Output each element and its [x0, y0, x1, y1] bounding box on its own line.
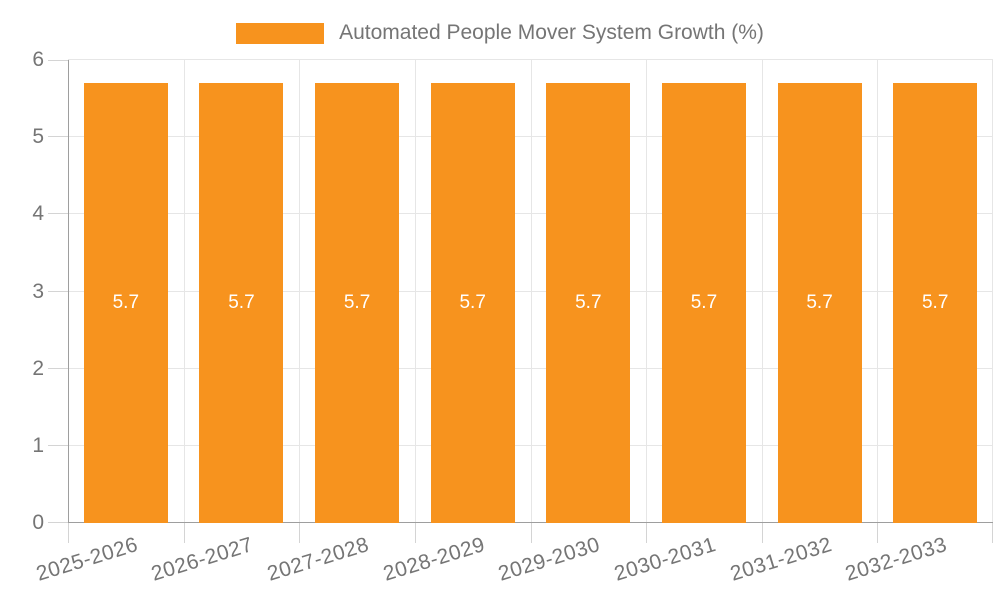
gridline-horizontal [68, 444, 993, 446]
x-tick-mark [184, 523, 185, 543]
y-axis-label: 5 [32, 125, 44, 149]
gridline-vertical [415, 60, 416, 523]
bar[interactable]: 5.7 [199, 83, 284, 523]
y-tick-mark [48, 60, 68, 61]
gridline-vertical [762, 60, 763, 523]
legend-item[interactable]: Automated People Mover System Growth (%) [236, 21, 764, 45]
bar[interactable]: 5.7 [315, 83, 400, 523]
bar-value-label: 5.7 [921, 292, 949, 314]
x-tick-mark [762, 523, 763, 543]
x-axis-label: 2030-2031 [611, 533, 719, 586]
x-axis-label: 2025-2026 [33, 533, 141, 586]
legend: Automated People Mover System Growth (%) [0, 21, 1000, 45]
x-axis-label: 2032-2033 [842, 533, 950, 586]
y-axis-line [68, 60, 69, 523]
bar[interactable]: 5.7 [546, 83, 631, 523]
legend-label: Automated People Mover System Growth (%) [339, 21, 764, 44]
y-tick-mark [48, 367, 68, 369]
bar-value-label: 5.7 [459, 292, 486, 314]
bar-value-label: 5.7 [343, 292, 371, 314]
y-tick-mark [48, 136, 68, 138]
x-axis-label: 2027-2028 [264, 533, 372, 586]
x-tick-mark [646, 523, 647, 543]
bar[interactable]: 5.7 [661, 83, 746, 523]
bar-value-label: 5.7 [112, 292, 140, 314]
gridline-vertical [184, 60, 185, 523]
y-axis-label: 4 [32, 202, 44, 226]
bar[interactable]: 5.7 [777, 83, 862, 523]
plot-area: 0 1 2 3 4 5 6 5.7 5.7 5.7 5.7 5.7 5.7 5.7 5.7 2025-2026… [32, 48, 993, 586]
gridline-vertical [877, 60, 878, 523]
x-axis-line [68, 522, 993, 523]
bar-value-label: 5.7 [806, 292, 833, 314]
bar[interactable]: 5.7 [893, 83, 978, 523]
y-axis-label: 0 [32, 511, 44, 534]
y-tick-mark [48, 290, 68, 292]
x-axis-label: 2029-2030 [495, 533, 604, 586]
y-axis-label: 1 [32, 433, 44, 457]
bar-value-label: 5.7 [228, 292, 255, 314]
bar[interactable]: 5.7 [430, 83, 515, 523]
x-axis-label: 2031-2032 [727, 533, 835, 586]
x-tick-mark [531, 523, 532, 543]
x-tick-mark [877, 523, 878, 543]
gridline-horizontal [68, 59, 993, 60]
gridline-vertical [646, 60, 647, 523]
gridline-horizontal [68, 136, 993, 138]
gridline-vertical [531, 60, 532, 523]
x-tick-mark [299, 523, 300, 543]
legend-swatch-icon [236, 22, 325, 44]
y-axis-label: 2 [32, 356, 44, 380]
gridline-vertical [299, 60, 300, 523]
x-tick-mark [992, 523, 993, 543]
bar-value-label: 5.7 [690, 292, 718, 314]
y-tick-mark [48, 444, 68, 446]
y-axis-label: 3 [32, 279, 44, 303]
x-tick-mark [415, 523, 416, 543]
y-tick-mark [48, 522, 68, 523]
y-tick-mark [48, 213, 68, 215]
bar-value-label: 5.7 [575, 292, 602, 314]
x-axis-label: 2028-2029 [380, 533, 488, 586]
x-axis-label: 2026-2027 [149, 533, 257, 586]
y-axis-label: 6 [32, 48, 44, 71]
x-tick-mark [68, 523, 69, 543]
gridline-horizontal [68, 213, 993, 215]
gridline-vertical [992, 60, 993, 523]
gridline-horizontal [68, 367, 993, 369]
bar[interactable]: 5.7 [83, 83, 168, 523]
gridline-horizontal [68, 290, 993, 292]
